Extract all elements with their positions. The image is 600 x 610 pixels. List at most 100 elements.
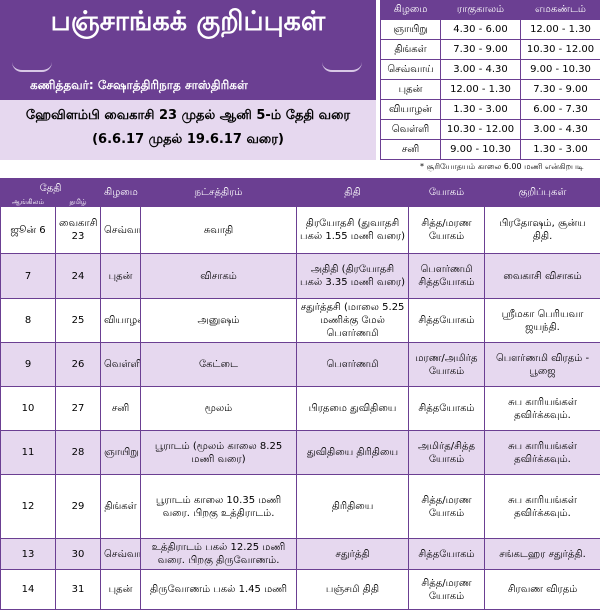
column-header: குறிப்புகள் [485,179,600,207]
cell: புதன் [381,80,441,100]
cell: 7.30 - 9.00 [521,80,600,100]
cell: சித்தயோகம் [409,539,485,570]
title: பஞ்சாங்கக் குறிப்புகள் [0,6,376,41]
cell: திருவோணம் பகல் 1.45 மணி [141,570,297,610]
cell: சனி [381,140,441,160]
cell: 10 [1,387,56,431]
cell: 4.30 - 6.00 [441,20,521,40]
cell: அமிர்த/சித்த யோகம் [409,431,485,475]
cell: திரிதியை [297,475,409,539]
cell: செவ்வாய் [381,60,441,80]
header: பஞ்சாங்கக் குறிப்புகள் கணித்தவர்: சேஷாத்… [0,0,376,160]
cell: சுப காரியங்கள் தவிர்க்கவும். [485,431,600,475]
column-header: கிழமை [381,1,441,20]
cell: வியாழன் [101,299,141,343]
cell: பௌர்ணமி [297,343,409,387]
cell: 7 [1,254,56,299]
banner: பஞ்சாங்கக் குறிப்புகள் கணித்தவர்: சேஷாத்… [0,0,376,100]
cell: பிரதமை துவிதியை [297,387,409,431]
header-row: கிழமைராகுகாலம்எமகண்டம் [381,1,600,20]
ornament [12,62,52,72]
cell: வெள்ளி [101,343,141,387]
cell: சிரவண விரதம் [485,570,600,610]
cell: வைகாசி 23 [56,207,101,254]
cell: சித்த/மரண யோகம் [409,475,485,539]
cell: 27 [56,387,101,431]
cell: புதன் [101,570,141,610]
cell: சுவாதி [141,207,297,254]
cell: ஞாயிறு [101,431,141,475]
row: ஜூன் 6வைகாசி 23செவ்வாய்சுவாதிதிரயோதசி (த… [1,207,600,254]
cell: 14 [1,570,56,610]
period-dates: (6.6.17 முதல் 19.6.17 வரை) [0,132,376,148]
cell: வைகாசி விசாகம் [485,254,600,299]
cell: ஜூன் 6 [1,207,56,254]
cell: 26 [56,343,101,387]
cell: 3.00 - 4.30 [521,120,600,140]
cell: சங்கடஹர சதுர்த்தி. [485,539,600,570]
cell: 7.30 - 9.00 [441,40,521,60]
cell: மரண/அமிர்த யோகம் [409,343,485,387]
cell: விசாகம் [141,254,297,299]
cell: 8 [1,299,56,343]
cell: புதன் [101,254,141,299]
column-header: ராகுகாலம் [441,1,521,20]
period-text: ஹேவிளம்பி வைகாசி 23 முதல் ஆனி 5-ம் தேதி … [0,108,376,124]
cell: 1.30 - 3.00 [521,140,600,160]
cell: பௌர்ணமி சித்தயோகம் [409,254,485,299]
cell: திரயோதசி (துவாதசி பகல் 1.55 மணி வரை) [297,207,409,254]
cell: வெள்ளி [381,120,441,140]
cell: மூலம் [141,387,297,431]
cell: சித்தயோகம் [409,387,485,431]
cell: 29 [56,475,101,539]
cell: உத்திராடம் பகல் 12.25 மணி வரை. பிறகு திர… [141,539,297,570]
period: ஹேவிளம்பி வைகாசி 23 முதல் ஆனி 5-ம் தேதி … [0,100,376,160]
cell: 12.00 - 1.30 [441,80,521,100]
cell: 31 [56,570,101,610]
cell: சதுர்த்தசி (மாலை 5.25 மணிக்கு மேல் பௌர்ண… [297,299,409,343]
cell: பூராடம் (மூலம் காலை 8.25 மணி வரை) [141,431,297,475]
ornament [322,62,362,72]
column-subheader: தமிழ் [56,198,101,207]
rahu-table: கிழமைராகுகாலம்எமகண்டம் ஞாயிறு4.30 - 6.00… [380,0,600,160]
cell: வியாழன் [381,100,441,120]
cell: செவ்வாய் [101,207,141,254]
column-subheader: ஆங்கிலம் [1,198,56,207]
cell: பூராடம் காலை 10.35 மணி வரை. பிறகு உத்திர… [141,475,297,539]
note: * சூரியோதயம் காலை 6.00 மணி என்கிறபடி [420,162,583,172]
main-table: தேதிகிழமைநட்சத்திரம்திதியோகம்குறிப்புகள்… [0,178,600,610]
header-row: தேதிகிழமைநட்சத்திரம்திதியோகம்குறிப்புகள் [1,179,600,198]
cell: பௌர்ணமி விரதம் - பூஜை [485,343,600,387]
cell: ஸ்ரீமகா பெரியவா ஜயந்தி. [485,299,600,343]
column-header: கிழமை [101,179,141,207]
cell: 9.00 - 10.30 [441,140,521,160]
cell: சனி [101,387,141,431]
cell: 24 [56,254,101,299]
cell: 28 [56,431,101,475]
cell: 11 [1,431,56,475]
cell: சுப காரியங்கள் தவிர்க்கவும். [485,387,600,431]
cell: கேட்டை [141,343,297,387]
column-header: தேதி [1,179,101,198]
cell: 12.00 - 1.30 [521,20,600,40]
cell: சித்த/மரண யோகம் [409,570,485,610]
cell: 13 [1,539,56,570]
cell: 30 [56,539,101,570]
cell: திங்கள் [101,475,141,539]
cell: அனுஷம் [141,299,297,343]
author: கணித்தவர்: சேஷாத்திரிநாத சாஸ்திரிகள் [30,78,248,94]
cell: செவ்வாய் [101,539,141,570]
cell: 10.30 - 12.00 [521,40,600,60]
